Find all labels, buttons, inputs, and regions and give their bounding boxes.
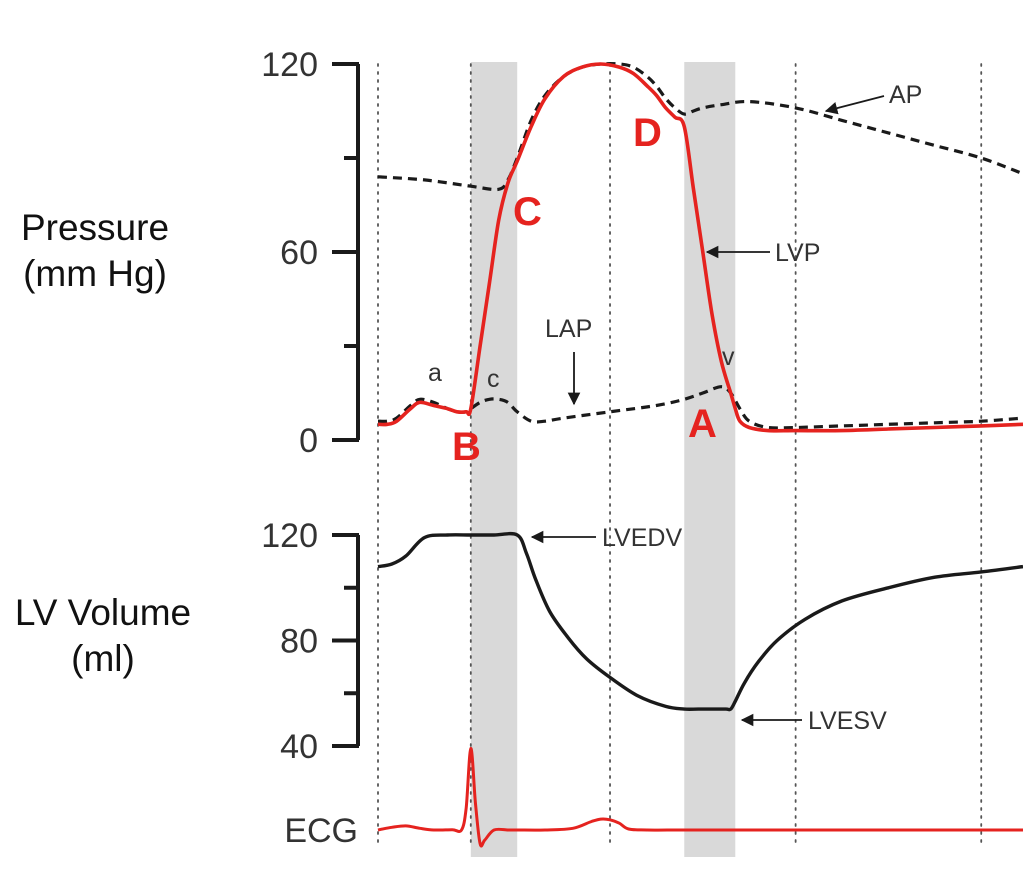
wave-c-label: c (487, 365, 500, 393)
ap-arrow (824, 95, 885, 115)
lvp-label: LVP (775, 239, 820, 267)
left-atrial-pressure-line (377, 385, 1023, 430)
phase-label-b: B (452, 425, 481, 469)
wave-v-label: v (722, 343, 735, 371)
lv-pressure-line (377, 62, 1023, 433)
pressure-tick-label: 120 (261, 46, 318, 84)
lv-volume-line (377, 531, 1023, 712)
pressure-axis-title-line2: (mm Hg) (23, 253, 167, 294)
volume-axis-title: LV Volume (ml) (0, 590, 206, 682)
ecg-label: ECG (284, 812, 358, 850)
volume-axis-title-line2: (ml) (71, 638, 135, 679)
pressure-tick-label: 60 (280, 234, 318, 272)
ap-label: AP (889, 81, 922, 109)
volume-tick-label: 40 (280, 728, 318, 766)
pressure-axis-title-line1: Pressure (20, 207, 170, 248)
wave-a-label: a (428, 359, 442, 387)
ecg-trace (377, 746, 1023, 848)
phase-label-a: A (688, 402, 717, 446)
phase-label-d: D (633, 111, 662, 155)
lap-label: LAP (545, 315, 592, 343)
lvedv-label: LVEDV (602, 524, 682, 552)
volume-tick-label: 120 (261, 517, 318, 555)
phase-label-c: C (513, 190, 542, 234)
lvesv-label: LVESV (808, 707, 887, 735)
volume-axis-title-line1: LV Volume (14, 592, 192, 633)
volume-tick-label: 80 (280, 623, 318, 661)
aortic-pressure-line (377, 62, 1023, 192)
pressure-tick-label: 0 (299, 422, 318, 460)
pressure-axis-title: Pressure (mm Hg) (0, 205, 190, 297)
shade-isovolumic-contraction (470, 62, 518, 857)
